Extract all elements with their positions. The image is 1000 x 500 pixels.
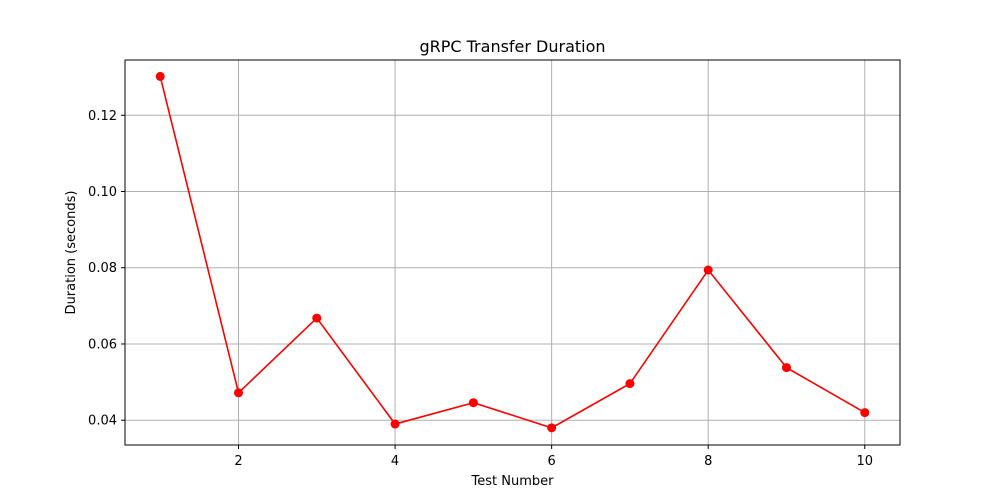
chart-title: gRPC Transfer Duration [419,37,605,56]
data-point [468,398,478,408]
x-tick-label: 6 [548,454,556,469]
data-point [625,379,635,389]
y-tick-label: 0.08 [88,261,117,276]
data-point [860,408,870,418]
axis-ticks: 2 4 6 8 10 0.04 0.06 0.08 0.10 0.12 [88,109,873,469]
data-point [155,71,165,81]
data-point [547,423,557,433]
data-point [390,419,400,429]
grid-lines [125,60,900,445]
data-point [234,388,244,398]
x-tick-label: 8 [704,454,712,469]
x-tick-label: 10 [856,454,873,469]
series-line-path [159,76,866,429]
data-point [781,363,791,373]
y-tick-label: 0.06 [88,337,117,352]
y-tick-label: 0.12 [88,109,117,124]
data-point [312,313,322,323]
x-axis-label: Test Number [471,474,555,489]
x-tick-label: 4 [391,454,399,469]
x-tick-label: 2 [234,454,242,469]
series-line [155,71,870,433]
y-tick-label: 0.04 [88,414,117,429]
plot-area [124,59,901,446]
data-point [703,265,713,275]
y-axis-label: Duration (seconds) [64,191,79,315]
y-tick-label: 0.10 [88,185,117,200]
